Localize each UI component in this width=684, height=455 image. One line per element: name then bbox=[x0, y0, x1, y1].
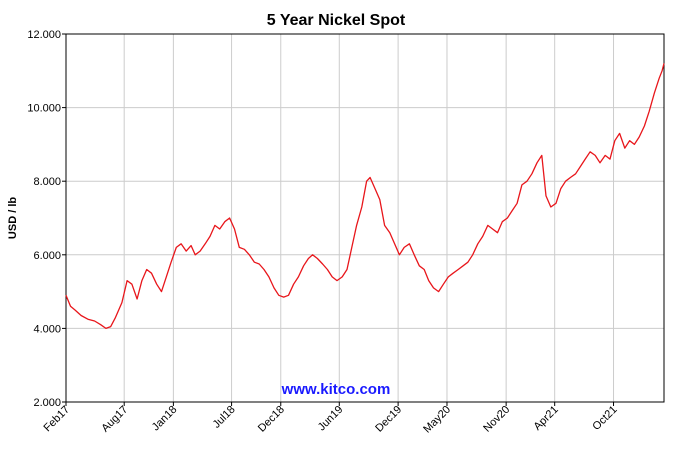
x-tick-label: Oct21 bbox=[590, 404, 619, 433]
grid bbox=[66, 33, 664, 403]
watermark-url[interactable]: www.kitco.com bbox=[281, 381, 391, 398]
y-tick-label: 12.000 bbox=[27, 29, 61, 41]
chart-title: 5 Year Nickel Spot bbox=[267, 12, 406, 29]
y-tick-label: 4.000 bbox=[33, 323, 61, 335]
x-axis-ticks: Feb17 Aug17 Jan18 Jul18 Dec18 Jun19 Dec19 May20… bbox=[42, 402, 620, 435]
y-tick-label: 8.000 bbox=[33, 176, 61, 188]
x-tick-label: Jul18 bbox=[211, 404, 238, 431]
x-tick-label: Nov20 bbox=[481, 404, 512, 435]
x-tick-label: Dec19 bbox=[373, 404, 404, 435]
y-tick-label: 2.000 bbox=[33, 397, 61, 409]
x-tick-label: Apr21 bbox=[532, 404, 561, 433]
y-tick-label: 10.000 bbox=[27, 103, 61, 115]
y-axis-label: USD / lb bbox=[7, 197, 19, 239]
price-line-series bbox=[65, 63, 665, 330]
x-tick-label: Jun19 bbox=[316, 404, 346, 434]
y-axis-ticks: 2.000 4.000 6.000 8.000 10.000 12.000 bbox=[27, 29, 66, 409]
x-tick-label: Dec18 bbox=[256, 404, 287, 435]
x-tick-label: May20 bbox=[421, 404, 453, 436]
x-tick-label: Aug17 bbox=[99, 404, 130, 435]
x-tick-label: Jan18 bbox=[150, 404, 180, 434]
y-tick-label: 6.000 bbox=[33, 250, 61, 262]
plot-area bbox=[65, 33, 665, 403]
